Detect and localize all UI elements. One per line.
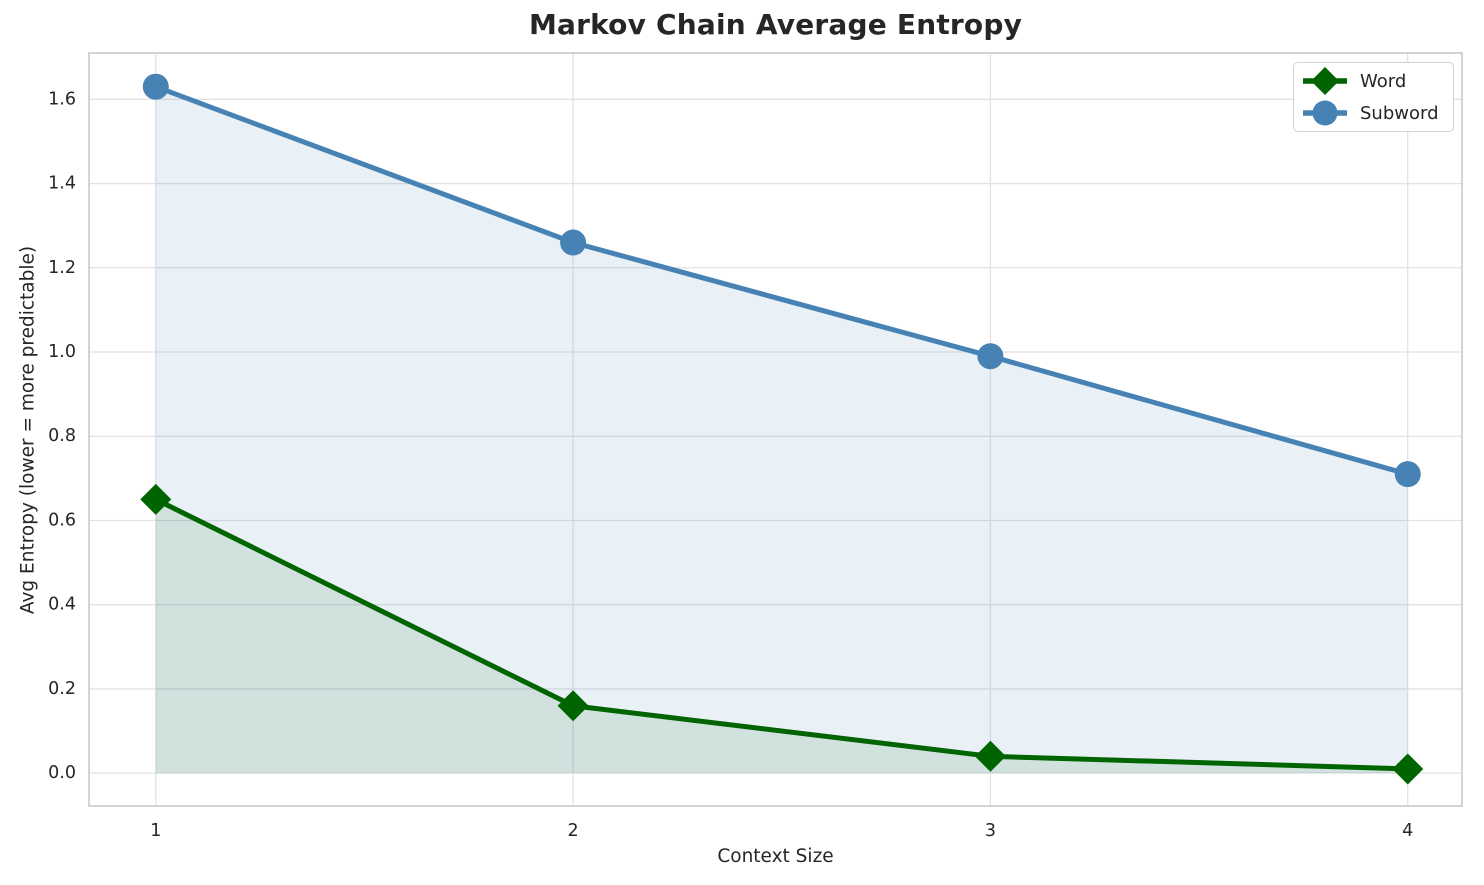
word-data-point-marker (557, 690, 589, 722)
chart-title: Markov Chain Average Entropy (528, 8, 1023, 41)
y-tick-label: 0.6 (48, 510, 76, 530)
subword-series-legend-marker-icon (1303, 100, 1347, 126)
legend: Word Subword (1293, 62, 1454, 132)
subword-data-point-marker (1394, 461, 1421, 488)
x-tick-label: 2 (568, 821, 579, 841)
subword-area-fill (155, 86, 1408, 774)
y-tick-label: 0.2 (48, 679, 76, 699)
y-tick-label: 0.4 (48, 595, 76, 615)
legend-item-word: Word (1302, 65, 1439, 97)
y-tick-label: 1.0 (48, 342, 76, 362)
x-axis-label: Context Size (717, 846, 834, 867)
x-tick-label: 3 (985, 821, 996, 841)
legend-item-subword: Subword (1302, 97, 1439, 129)
subword-data-point-marker (560, 229, 587, 256)
word-data-point-marker (1392, 753, 1424, 785)
x-tick-label: 1 (150, 821, 161, 841)
word-area-fill (155, 499, 1408, 774)
y-axis-label: Avg Entropy (lower = more predictable) (17, 245, 39, 615)
subword-series-line (153, 84, 1411, 477)
y-tick-label: 1.4 (48, 174, 76, 194)
word-series-line (153, 496, 1411, 772)
y-tick-label: 0.8 (48, 426, 76, 446)
subword-data-point-marker (142, 73, 169, 100)
subword-data-point-marker (977, 343, 1004, 370)
y-tick-label: 1.6 (48, 89, 76, 109)
word-series-legend-marker-icon (1303, 67, 1347, 95)
y-tick-label: 1.2 (48, 258, 76, 278)
word-data-point-marker (974, 740, 1006, 772)
legend-label-word: Word (1360, 70, 1407, 92)
x-tick-label: 4 (1402, 821, 1413, 841)
word-data-point-marker (140, 483, 172, 515)
axes-spines (88, 52, 1463, 807)
y-tick-label: 0.0 (48, 763, 76, 783)
legend-label-subword: Subword (1360, 102, 1439, 124)
